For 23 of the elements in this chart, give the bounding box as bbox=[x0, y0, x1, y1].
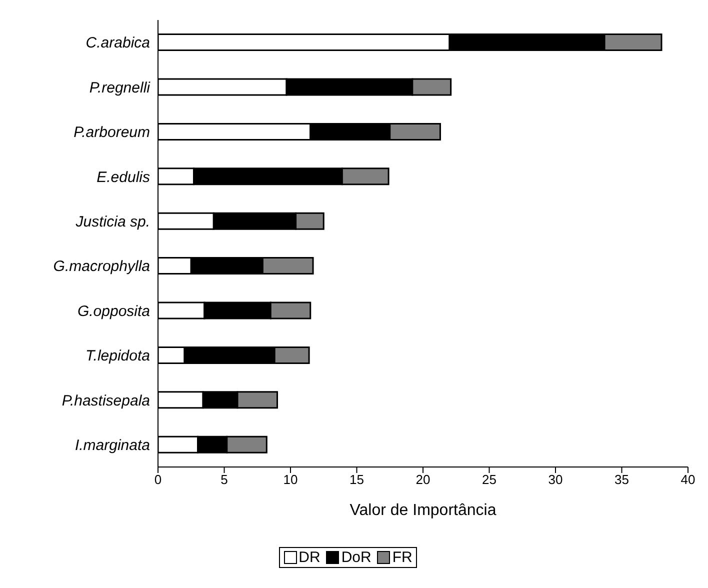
y-tick-label: I.marginata bbox=[74, 436, 150, 454]
x-tick-label: 0 bbox=[154, 472, 162, 488]
x-tick-label: 30 bbox=[548, 472, 563, 488]
y-tick-label: P.arboreum bbox=[74, 124, 150, 142]
y-tick-label: E.edulis bbox=[96, 168, 150, 186]
legend-label: DR bbox=[298, 549, 320, 566]
x-tick-label: 25 bbox=[482, 472, 496, 488]
y-tick-label: G.macrophylla bbox=[53, 258, 150, 276]
x-tick-label: 35 bbox=[614, 472, 629, 488]
x-tick-label: 15 bbox=[350, 472, 364, 488]
y-tick-label: Justicia sp. bbox=[74, 213, 150, 230]
x-tick-label: 10 bbox=[283, 472, 298, 488]
x-tick-label: 5 bbox=[220, 472, 228, 488]
y-tick-label: G.opposita bbox=[77, 302, 150, 320]
y-tick-label: P.regnelli bbox=[89, 79, 151, 96]
x-tick-label: 40 bbox=[680, 472, 696, 488]
y-tick-label: T.lepidota bbox=[86, 348, 150, 365]
legend-label: DoR bbox=[341, 549, 372, 566]
x-tick-label: 20 bbox=[416, 472, 430, 488]
y-tick-label: P.hastisepala bbox=[62, 392, 150, 410]
legend-label: FR bbox=[392, 549, 412, 566]
y-tick-label: C.arabica bbox=[86, 34, 150, 52]
x-axis-title: Valor de Importância bbox=[350, 502, 496, 519]
